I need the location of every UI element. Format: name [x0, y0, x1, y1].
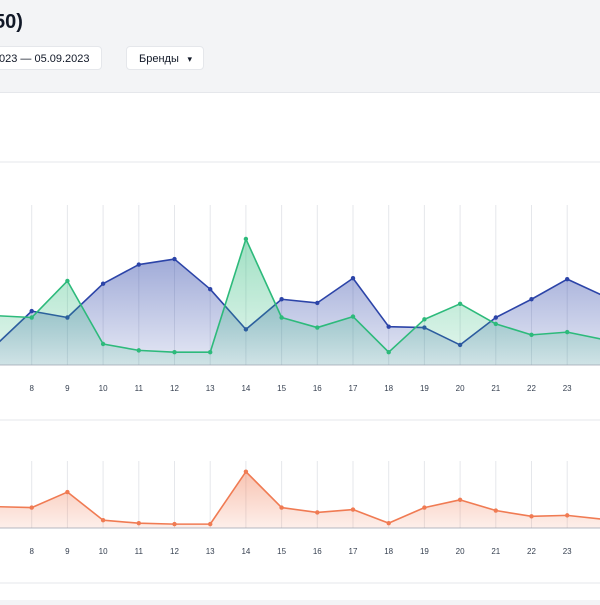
data-point[interactable]: [279, 297, 284, 302]
data-point[interactable]: [172, 350, 177, 355]
date-range-picker[interactable]: 023 — 05.09.2023: [0, 46, 102, 70]
x-tick-label: 12: [170, 384, 179, 393]
x-tick-label: 20: [456, 384, 465, 393]
x-tick-label: 21: [491, 547, 500, 556]
data-point[interactable]: [136, 348, 141, 353]
data-point[interactable]: [65, 278, 70, 284]
data-point[interactable]: [529, 332, 534, 338]
x-tick-label: 9: [65, 547, 70, 556]
x-tick-label: 22: [527, 547, 536, 556]
x-tick-label: 9: [65, 384, 70, 393]
data-point[interactable]: [136, 520, 141, 526]
x-tick-label: 8: [29, 547, 34, 556]
x-tick-label: 23: [563, 547, 572, 556]
data-point[interactable]: [457, 497, 463, 503]
data-point[interactable]: [565, 329, 570, 335]
data-point[interactable]: [100, 341, 106, 347]
data-point[interactable]: [529, 514, 534, 519]
data-point[interactable]: [279, 505, 284, 510]
data-point[interactable]: [422, 505, 427, 510]
data-point[interactable]: [65, 489, 70, 495]
x-tick-label: 18: [384, 547, 393, 556]
data-point[interactable]: [350, 507, 356, 512]
data-point[interactable]: [29, 505, 34, 510]
brand-filter-label: Бренды: [139, 53, 179, 65]
x-tick-label: 19: [420, 384, 429, 393]
data-point[interactable]: [386, 520, 391, 526]
x-tick-label: 11: [135, 384, 144, 393]
data-point[interactable]: [386, 324, 391, 329]
charts-card: 8 9 10 11 12 13 14 15 16 17 18 19 20 21 22 23 8 9 10 11 12 1…: [0, 93, 600, 600]
data-point[interactable]: [243, 236, 249, 242]
data-point[interactable]: [136, 262, 141, 267]
x-tick-label: 15: [277, 384, 286, 393]
x-tick-label: 14: [241, 547, 250, 556]
data-point[interactable]: [493, 315, 498, 320]
data-point[interactable]: [315, 510, 320, 515]
data-point[interactable]: [208, 521, 213, 527]
x-tick-label: 20: [456, 547, 465, 556]
data-point[interactable]: [243, 469, 249, 474]
data-point[interactable]: [493, 321, 498, 327]
x-tick-label: 12: [170, 547, 179, 556]
x-tick-label: 11: [135, 547, 144, 556]
charts-svg: 8 9 10 11 12 13 14 15 16 17 18 19 20 21 22 23 8 9 10 11 12 1…: [0, 161, 600, 584]
main-chart: 8 9 10 11 12 13 14 15 16 17 18 19 20 21 22 23: [0, 161, 600, 421]
x-tick-label: 21: [491, 384, 500, 393]
data-point[interactable]: [29, 308, 34, 314]
data-point[interactable]: [172, 521, 177, 527]
secondary-chart: 8 9 10 11 12 13 14 15 16 17 18 19 20 21 22 23: [0, 419, 600, 584]
x-tick-label: 15: [277, 547, 286, 556]
data-point[interactable]: [457, 301, 463, 307]
page-title: 50): [0, 11, 23, 33]
x-tick-label: 8: [29, 384, 34, 393]
data-point[interactable]: [565, 276, 570, 282]
data-point[interactable]: [100, 281, 106, 286]
x-tick-label: 19: [420, 547, 429, 556]
x-tick-label: 14: [241, 384, 250, 393]
data-point[interactable]: [208, 350, 213, 355]
x-tick-label: 10: [99, 384, 108, 393]
x-tick-label: 16: [313, 547, 322, 556]
page-header: 50) 023 — 05.09.2023 Бренды ▾: [0, 0, 600, 93]
x-tick-label: 22: [527, 384, 536, 393]
x-tick-label: 18: [384, 384, 393, 393]
data-point[interactable]: [315, 325, 320, 330]
x-tick-label: 17: [349, 384, 358, 393]
data-point[interactable]: [172, 256, 177, 262]
data-point[interactable]: [529, 297, 534, 302]
data-point[interactable]: [315, 300, 320, 306]
data-point[interactable]: [565, 513, 570, 518]
series-area: [0, 471, 600, 528]
series-line: [0, 238, 600, 354]
caret-down-icon: ▾: [187, 54, 192, 64]
data-point[interactable]: [29, 315, 34, 320]
data-point[interactable]: [100, 518, 106, 523]
data-point[interactable]: [279, 315, 284, 320]
data-point[interactable]: [350, 314, 356, 319]
x-tick-label: 16: [313, 384, 322, 393]
x-tick-label: 10: [99, 547, 108, 556]
data-point[interactable]: [208, 286, 213, 292]
data-point[interactable]: [422, 317, 427, 322]
x-tick-label: 17: [349, 547, 358, 556]
x-tick-label: 13: [206, 547, 215, 556]
series-area: [0, 238, 600, 365]
series-line: [0, 470, 600, 525]
data-point[interactable]: [386, 350, 391, 355]
data-point[interactable]: [493, 508, 498, 513]
x-tick-label: 23: [563, 384, 572, 393]
data-point[interactable]: [350, 276, 356, 281]
series-area: [0, 259, 600, 365]
brand-filter-dropdown[interactable]: Бренды ▾: [126, 46, 204, 70]
series-line: [0, 258, 600, 346]
x-tick-label: 13: [206, 384, 215, 393]
